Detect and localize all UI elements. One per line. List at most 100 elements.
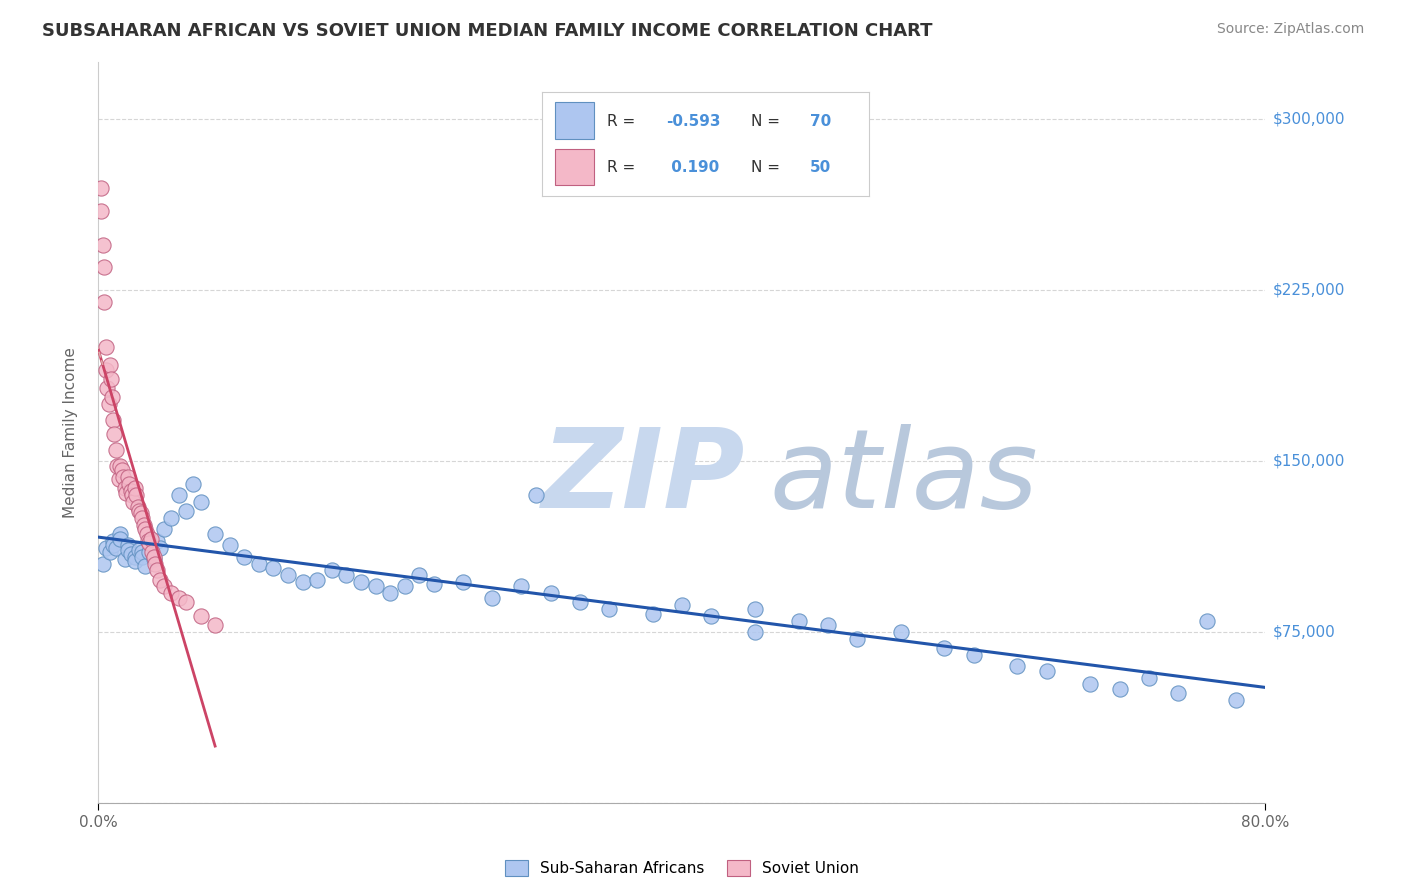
Point (149, 541, 172, 555)
Y-axis label: Median Family Income: Median Family Income (63, 347, 77, 518)
Text: ZIP: ZIP (541, 424, 745, 531)
Point (233, 549, 256, 564)
Point (247, 557, 270, 571)
Point (134, 523, 156, 537)
Point (423, 577, 446, 591)
Point (568, 595, 591, 609)
Point (481, 591, 503, 605)
Point (321, 564, 343, 578)
Point (380, 586, 402, 600)
Point (142, 549, 165, 564)
Point (90, 180, 112, 194)
Point (97, 397, 120, 411)
Point (181, 476, 204, 491)
Point (131, 549, 153, 564)
Point (101, 413, 124, 427)
Point (96, 381, 118, 395)
Point (307, 573, 329, 587)
Point (160, 511, 183, 525)
Point (128, 543, 150, 558)
Point (394, 579, 416, 593)
Point (105, 458, 128, 473)
Point (153, 523, 176, 537)
Point (122, 495, 145, 509)
Point (143, 557, 166, 571)
Point (100, 372, 122, 386)
Point (117, 538, 139, 552)
Point (101, 533, 124, 548)
Point (112, 470, 135, 484)
Point (90, 203, 112, 218)
Point (167, 591, 190, 605)
Point (744, 624, 766, 639)
Point (125, 488, 148, 502)
Point (146, 533, 169, 548)
Point (138, 545, 160, 559)
Point (127, 500, 149, 514)
Point (131, 545, 153, 559)
Point (114, 552, 136, 566)
Point (104, 541, 127, 555)
Point (124, 482, 146, 496)
Point (93, 294, 115, 309)
Point (138, 536, 160, 550)
Point (190, 495, 212, 509)
Point (117, 543, 139, 558)
Point (934, 640, 956, 655)
Point (153, 579, 176, 593)
Point (98, 545, 121, 559)
Point (115, 486, 138, 500)
Point (787, 614, 810, 628)
Point (124, 554, 146, 568)
Point (121, 488, 143, 502)
Point (167, 488, 190, 502)
Point (132, 517, 155, 532)
Point (510, 579, 533, 593)
Point (350, 574, 373, 589)
Point (174, 595, 197, 609)
Point (1080, 677, 1102, 691)
Point (100, 390, 122, 404)
Point (204, 618, 226, 632)
Point (846, 632, 869, 646)
Point (101, 538, 124, 552)
Point (1108, 681, 1130, 696)
Point (1197, 614, 1219, 628)
Point (91, 237, 114, 252)
Text: $150,000: $150,000 (1272, 454, 1346, 468)
Text: Source: ZipAtlas.com: Source: ZipAtlas.com (1216, 22, 1364, 37)
Legend: Sub-Saharan Africans, Soviet Union: Sub-Saharan Africans, Soviet Union (498, 853, 866, 884)
Point (174, 504, 197, 518)
Point (364, 579, 387, 593)
Point (160, 586, 183, 600)
Point (598, 602, 620, 616)
Point (890, 624, 912, 639)
Point (1225, 693, 1247, 707)
Point (1137, 671, 1160, 685)
Point (149, 573, 172, 587)
Point (671, 598, 693, 612)
Point (451, 574, 474, 589)
Text: SUBSAHARAN AFRICAN VS SOVIET UNION MEDIAN FAMILY INCOME CORRELATION CHART: SUBSAHARAN AFRICAN VS SOVIET UNION MEDIA… (42, 22, 932, 40)
Point (291, 574, 314, 589)
Point (134, 558, 156, 573)
Point (524, 488, 547, 502)
Point (93, 260, 115, 275)
Point (108, 472, 131, 486)
Point (111, 463, 134, 477)
Point (124, 549, 146, 564)
Point (104, 442, 127, 457)
Point (103, 426, 125, 441)
Point (131, 511, 153, 525)
Point (700, 609, 723, 624)
Point (94, 541, 117, 555)
Point (120, 483, 142, 498)
Text: $300,000: $300,000 (1272, 112, 1346, 127)
Point (277, 568, 299, 582)
Text: atlas: atlas (769, 424, 1038, 531)
Point (94, 340, 117, 354)
Point (128, 504, 150, 518)
Point (408, 568, 430, 582)
Point (1035, 664, 1057, 678)
Point (218, 538, 240, 552)
